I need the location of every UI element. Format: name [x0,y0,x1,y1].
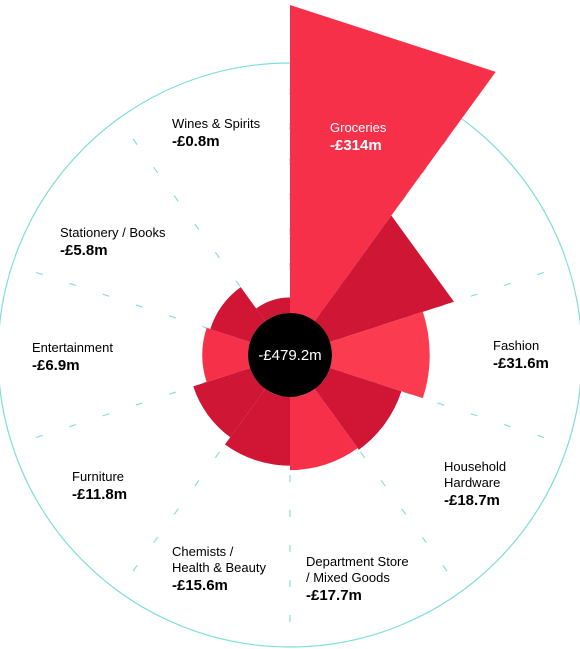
label-electronics: Electronics -£56.3m [436,207,500,241]
wedge-electronics [314,215,454,343]
label-stationery-books: Stationery / Books -£5.8m [60,225,166,259]
label-entertainment: Entertainment -£6.9m [32,340,113,374]
wedge-entertainment [202,327,251,383]
total-label: -£479.2m [258,347,321,364]
value-label: -£56.3m [436,224,492,241]
label-groceries: Groceries -£314m [330,120,387,154]
wedge-household-hardware [314,367,402,450]
category-label: Furniture [72,469,124,484]
value-label: -£31.6m [493,355,549,372]
value-label: -£11.8m [72,486,127,503]
label-fashion: Fashion -£31.6m [493,338,549,372]
wedge-fashion [329,311,430,399]
label-furniture: Furniture -£11.8m [72,469,127,503]
category-label: Groceries [330,120,387,135]
category-label: Electronics [436,207,500,222]
category-label: Chemists / [172,544,234,559]
value-label: -£0.8m [172,133,220,150]
category-label: Wines & Spirits [172,116,261,131]
wedge-groceries [290,5,496,322]
category-label: / Mixed Goods [306,570,390,585]
grid-spoke [120,121,262,315]
label-department-store-mixed-goods: Department Store/ Mixed Goods -£17.7m [306,554,409,604]
category-label: Department Store [306,554,409,569]
category-label: Stationery / Books [60,225,166,240]
value-label: -£15.6m [172,577,228,594]
center-circle [248,313,332,397]
category-label: Hardware [444,475,500,490]
category-label: Health & Beauty [172,560,266,575]
wedge-stationery-books [210,287,266,343]
wedge-wines-spirits [256,297,290,322]
wedge-furniture [193,367,266,438]
wedges [193,5,496,471]
value-label: -£314m [330,137,382,154]
category-label: Household [444,459,506,474]
category-label: Fashion [493,338,539,353]
value-label: -£17.7m [306,587,362,604]
wedge-department-store-mixed-goods [290,388,358,471]
grid-spoke [15,265,243,341]
label-chemists-health-beauty: Chemists /Health & Beauty -£15.6m [172,544,266,594]
grid-spoke [15,369,243,445]
value-label: -£6.9m [32,357,80,374]
category-label: Entertainment [32,340,113,355]
value-label: -£18.7m [444,492,500,509]
value-label: -£5.8m [60,242,108,259]
label-wines-spirits: Wines & Spirits -£0.8m [172,116,261,150]
wedge-chemists-health-beauty [224,388,290,466]
